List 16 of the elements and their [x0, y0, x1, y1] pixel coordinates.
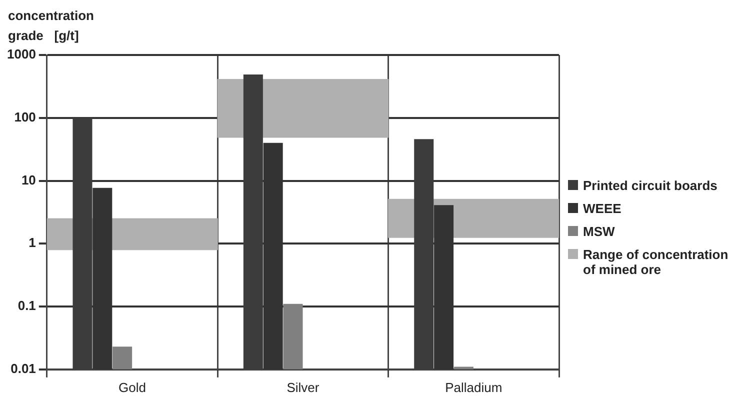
x-tick-label: Gold [118, 380, 146, 395]
legend-label: Printed circuit boards [583, 178, 718, 193]
bar [112, 346, 132, 370]
bar [283, 304, 303, 370]
y-axis-title: concentration grade [g/t] [8, 8, 94, 43]
legend-label: MSW [583, 224, 615, 239]
y-tick-label: 0.1 [18, 298, 36, 314]
y-tick-label: 1000 [7, 46, 36, 62]
x-tick-label: Palladium [445, 380, 502, 395]
y-tick-label: 10 [21, 172, 36, 188]
legend-label: Range of concentration of mined ore [583, 247, 730, 277]
y-tick-label: 100 [14, 109, 36, 124]
legend-label: WEEE [583, 201, 622, 216]
y-tick-label: 1 [28, 235, 36, 250]
y-tick-label: 0.01 [10, 360, 36, 376]
x-tick-label: Silver [286, 380, 320, 395]
